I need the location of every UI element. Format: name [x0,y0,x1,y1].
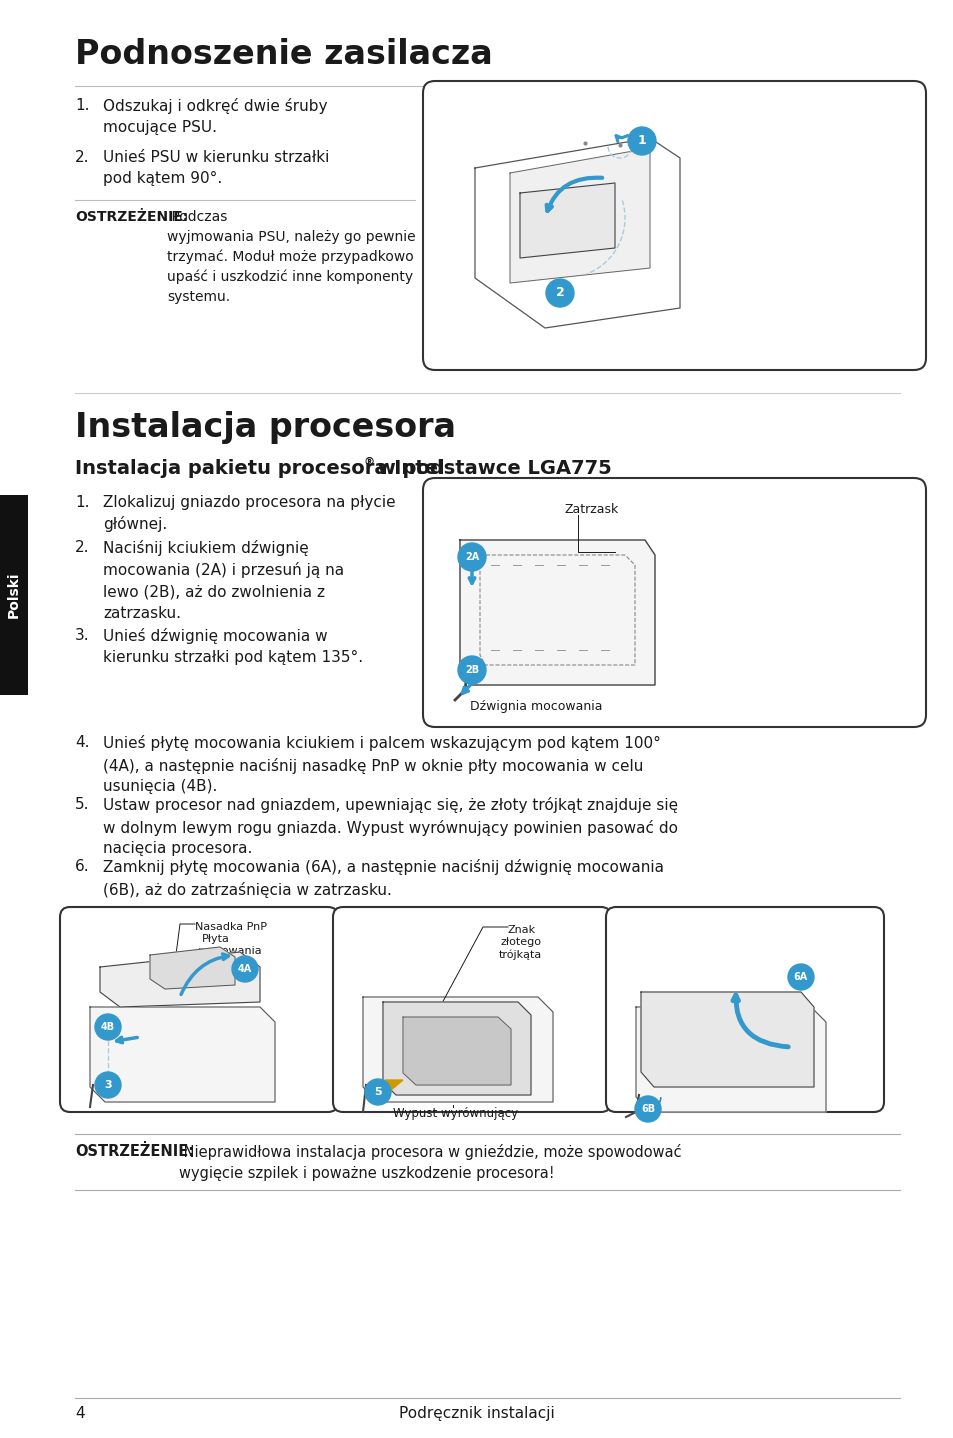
Text: Polski: Polski [7,572,21,618]
Text: w podstawce LGA775: w podstawce LGA775 [371,459,611,477]
Circle shape [457,544,485,571]
Text: Podręcznik instalacji: Podręcznik instalacji [398,1406,555,1421]
Text: 4A: 4A [237,963,252,974]
Text: 6.: 6. [75,858,90,874]
Polygon shape [640,992,813,1087]
Circle shape [627,127,656,155]
Text: 2: 2 [555,286,564,299]
FancyBboxPatch shape [422,477,925,728]
Text: OSTRZEŻENIE:: OSTRZEŻENIE: [75,210,188,224]
Text: Instalacja procesora: Instalacja procesora [75,411,456,444]
Text: Instalacja pakietu procesora Intel: Instalacja pakietu procesora Intel [75,459,444,477]
FancyBboxPatch shape [605,907,883,1112]
Text: Nieprawidłowa instalacja procesora w gnieździe, może spowodować
wygięcie szpilek: Nieprawidłowa instalacja procesora w gni… [179,1145,680,1181]
FancyBboxPatch shape [333,907,610,1112]
Text: 1: 1 [637,135,646,148]
Circle shape [787,963,813,989]
Circle shape [95,1071,121,1099]
Polygon shape [510,148,649,283]
Text: 6B: 6B [640,1104,655,1114]
Polygon shape [636,1007,825,1112]
Circle shape [457,656,485,684]
Text: Nasadka PnP: Nasadka PnP [194,922,267,932]
Circle shape [365,1078,391,1104]
Text: złotego: złotego [500,938,541,948]
Text: Odszukaj i odkręć dwie śruby
mocujące PSU.: Odszukaj i odkręć dwie śruby mocujące PS… [103,98,327,135]
Text: 1.: 1. [75,495,90,510]
Circle shape [95,1014,121,1040]
Text: Naciśnij kciukiem dźwignię
mocowania (2A) i przesuń ją na
lewo (2B), aż do zwoln: Naciśnij kciukiem dźwignię mocowania (2A… [103,541,344,621]
Text: Zatrzask: Zatrzask [564,503,618,516]
Text: 4.: 4. [75,735,90,751]
Circle shape [635,1096,660,1122]
Text: Unieś PSU w kierunku strzałki
pod kątem 90°.: Unieś PSU w kierunku strzałki pod kątem … [103,150,329,186]
Text: 3.: 3. [75,628,90,643]
Text: Ustaw procesor nad gniazdem, upewniając się, że złoty trójkąt znajduje się
w dol: Ustaw procesor nad gniazdem, upewniając … [103,797,678,857]
Text: 3: 3 [104,1080,112,1090]
Text: Płyta: Płyta [202,935,230,943]
Text: Podnoszenie zasilacza: Podnoszenie zasilacza [75,37,493,70]
Text: Podczas
wyjmowania PSU, należy go pewnie
trzymać. Moduł może przypadkowo
upaść i: Podczas wyjmowania PSU, należy go pewnie… [167,210,416,303]
Text: 4: 4 [75,1406,85,1421]
Text: Znak: Znak [507,925,536,935]
Text: 4B: 4B [101,1022,115,1032]
Text: mocowania: mocowania [198,946,261,956]
Polygon shape [385,1080,402,1094]
Polygon shape [363,997,553,1102]
Text: Zamknij płytę mocowania (6A), a następnie naciśnij dźwignię mocowania
(6B), aż d: Zamknij płytę mocowania (6A), a następni… [103,858,663,897]
FancyBboxPatch shape [0,495,28,695]
Polygon shape [519,183,615,257]
Text: 2.: 2. [75,150,90,165]
Polygon shape [382,1002,531,1094]
Polygon shape [90,1007,274,1102]
Polygon shape [150,948,234,989]
Text: Unieś płytę mocowania kciukiem i palcem wskazującym pod kątem 100°
(4A), a nastę: Unieś płytę mocowania kciukiem i palcem … [103,735,660,795]
Polygon shape [402,1017,511,1086]
Circle shape [232,956,257,982]
Text: 2B: 2B [464,664,478,674]
FancyBboxPatch shape [60,907,337,1112]
Text: 5: 5 [374,1087,381,1097]
FancyBboxPatch shape [422,81,925,370]
Text: 1.: 1. [75,98,90,114]
Text: Wypust wyrównujący: Wypust wyrównujący [393,1107,517,1120]
Text: 5.: 5. [75,797,90,812]
Text: Zlokalizuj gniazdo procesora na płycie
głównej.: Zlokalizuj gniazdo procesora na płycie g… [103,495,395,532]
Text: 2.: 2. [75,541,90,555]
Text: trójkąta: trójkąta [498,949,541,959]
Text: OSTRZEŻENIE:: OSTRZEŻENIE: [75,1145,193,1159]
Polygon shape [475,138,679,328]
Text: 2A: 2A [464,552,478,562]
Text: Dźwignia mocowania: Dźwignia mocowania [470,700,602,713]
Polygon shape [459,541,655,684]
Text: 6A: 6A [793,972,807,982]
Polygon shape [100,952,260,1007]
Text: Unieś dźwignię mocowania w
kierunku strzałki pod kątem 135°.: Unieś dźwignię mocowania w kierunku strz… [103,628,363,664]
Text: ®: ® [364,457,375,467]
Circle shape [545,279,574,306]
